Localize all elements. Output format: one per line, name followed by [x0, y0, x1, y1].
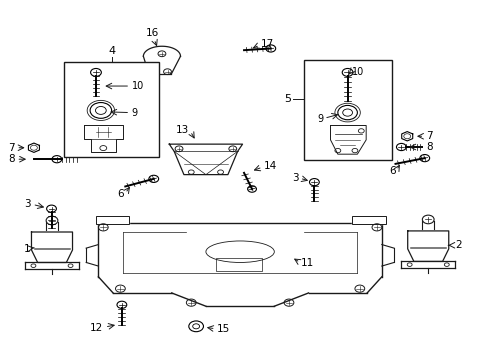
Bar — [96, 216, 129, 224]
Bar — [64, 62, 159, 157]
Bar — [304, 60, 392, 160]
Text: 9: 9 — [132, 108, 138, 118]
Polygon shape — [169, 144, 243, 175]
Text: 10: 10 — [351, 67, 364, 77]
Bar — [216, 258, 262, 271]
Bar — [352, 216, 386, 224]
Bar — [352, 216, 386, 224]
Text: 12: 12 — [90, 323, 103, 333]
Text: 10: 10 — [132, 81, 144, 91]
Text: 11: 11 — [301, 258, 315, 268]
Text: 1: 1 — [24, 244, 30, 254]
Text: 16: 16 — [146, 28, 159, 38]
Text: 5: 5 — [284, 94, 292, 104]
Text: 8: 8 — [8, 154, 14, 164]
Text: 7: 7 — [426, 131, 432, 141]
Polygon shape — [402, 132, 413, 141]
Text: 6: 6 — [117, 189, 124, 199]
Text: 13: 13 — [175, 125, 189, 135]
Bar — [216, 258, 262, 271]
Polygon shape — [28, 143, 39, 152]
Text: 15: 15 — [217, 324, 230, 334]
Bar — [96, 216, 129, 224]
Text: 9: 9 — [317, 114, 323, 124]
Text: 3: 3 — [24, 199, 31, 210]
Text: 3: 3 — [292, 173, 299, 183]
Ellipse shape — [206, 241, 274, 262]
Text: 6: 6 — [389, 166, 395, 176]
Text: 2: 2 — [455, 240, 462, 250]
Text: 4: 4 — [108, 46, 116, 56]
Text: 14: 14 — [264, 161, 277, 171]
Text: 7: 7 — [8, 143, 14, 153]
Text: 8: 8 — [426, 142, 432, 152]
Text: 17: 17 — [261, 40, 274, 49]
